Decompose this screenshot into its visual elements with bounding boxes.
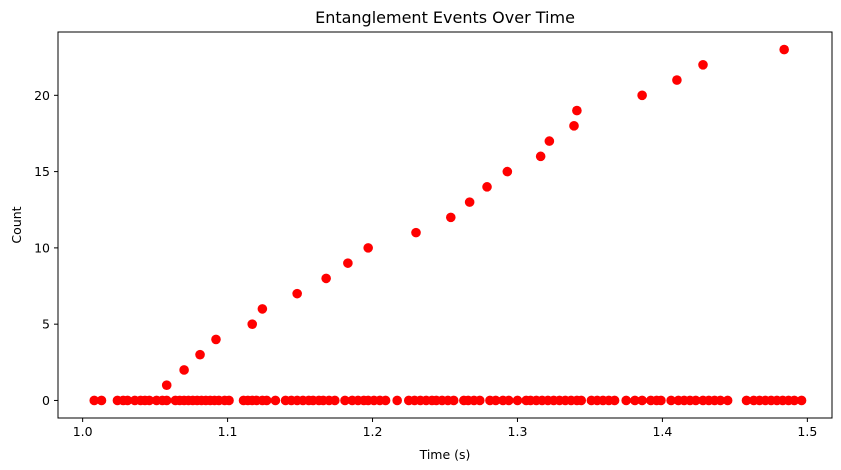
x-axis-label: Time (s) [419, 447, 471, 462]
scatter-point [609, 395, 620, 406]
scatter-point [89, 395, 100, 406]
scatter-point [195, 349, 205, 360]
scatter-point [321, 273, 331, 284]
x-tick-label: 1.0 [73, 424, 93, 439]
scatter-point [292, 288, 302, 299]
scatter-point [698, 60, 708, 70]
y-tick-label: 20 [34, 88, 50, 103]
scatter-point [161, 380, 172, 390]
scatter-point [380, 395, 391, 406]
scatter-point [392, 395, 402, 406]
scatter-point [211, 334, 221, 345]
scatter-point [257, 304, 268, 314]
x-axis-ticks: 1.0 1.1 1.2 1.3 1.4 1.5 [73, 418, 817, 439]
y-axis-ticks: 0 5 10 15 20 [34, 88, 58, 408]
scatter-point [656, 395, 666, 406]
scatter-point [161, 395, 172, 406]
scatter-point [261, 395, 272, 406]
scatter-point [179, 365, 189, 375]
chart-title: Entanglement Events Over Time [315, 8, 575, 27]
scatter-point [445, 212, 456, 223]
scatter-point [630, 395, 640, 406]
scatter-point [621, 395, 631, 406]
scatter-point [535, 151, 546, 162]
scatter-point [343, 258, 353, 268]
plot-marks [89, 44, 807, 406]
scatter-point [779, 44, 789, 55]
scatter-point [144, 395, 155, 406]
scatter-point [247, 319, 258, 329]
scatter-point [330, 395, 340, 406]
y-tick-label: 5 [42, 317, 50, 332]
scatter-point [789, 395, 800, 406]
scatter-point [411, 227, 421, 238]
scatter-point [474, 395, 485, 406]
scatter-point [796, 395, 807, 406]
scatter-point [503, 395, 514, 406]
x-tick-label: 1.1 [218, 424, 238, 439]
scatter-point [576, 395, 587, 406]
scatter-point [448, 395, 459, 406]
scatter-point [544, 136, 555, 146]
x-tick-label: 1.4 [652, 424, 672, 439]
x-tick-label: 1.2 [363, 424, 383, 439]
y-axis-label: Count [9, 206, 24, 243]
scatter-point [572, 105, 582, 116]
y-tick-label: 15 [34, 164, 50, 179]
scatter-point [637, 395, 647, 406]
scatter-point [569, 121, 579, 131]
y-tick-label: 10 [34, 240, 50, 255]
scatter-point [122, 395, 133, 406]
plot-frame [57, 31, 833, 419]
scatter-point [666, 395, 676, 406]
x-tick-label: 1.3 [508, 424, 528, 439]
scatter-point [722, 395, 733, 406]
scatter-point [741, 395, 752, 406]
scatter-point [224, 395, 234, 406]
scatter-point [672, 75, 682, 85]
scatter-point [482, 182, 492, 192]
scatter-point [270, 395, 281, 406]
scatter-point [690, 395, 701, 406]
scatter-point [502, 166, 513, 177]
x-tick-label: 1.5 [797, 424, 817, 439]
y-tick-label: 0 [42, 393, 50, 408]
scatter-point [637, 90, 647, 101]
scatter-point [512, 395, 523, 406]
scatter-point [490, 395, 501, 406]
scatter-point [96, 395, 107, 406]
scatter-point [363, 243, 373, 253]
scatter-point [464, 197, 475, 207]
scatter-point [340, 395, 350, 406]
scatter-point [715, 395, 726, 406]
